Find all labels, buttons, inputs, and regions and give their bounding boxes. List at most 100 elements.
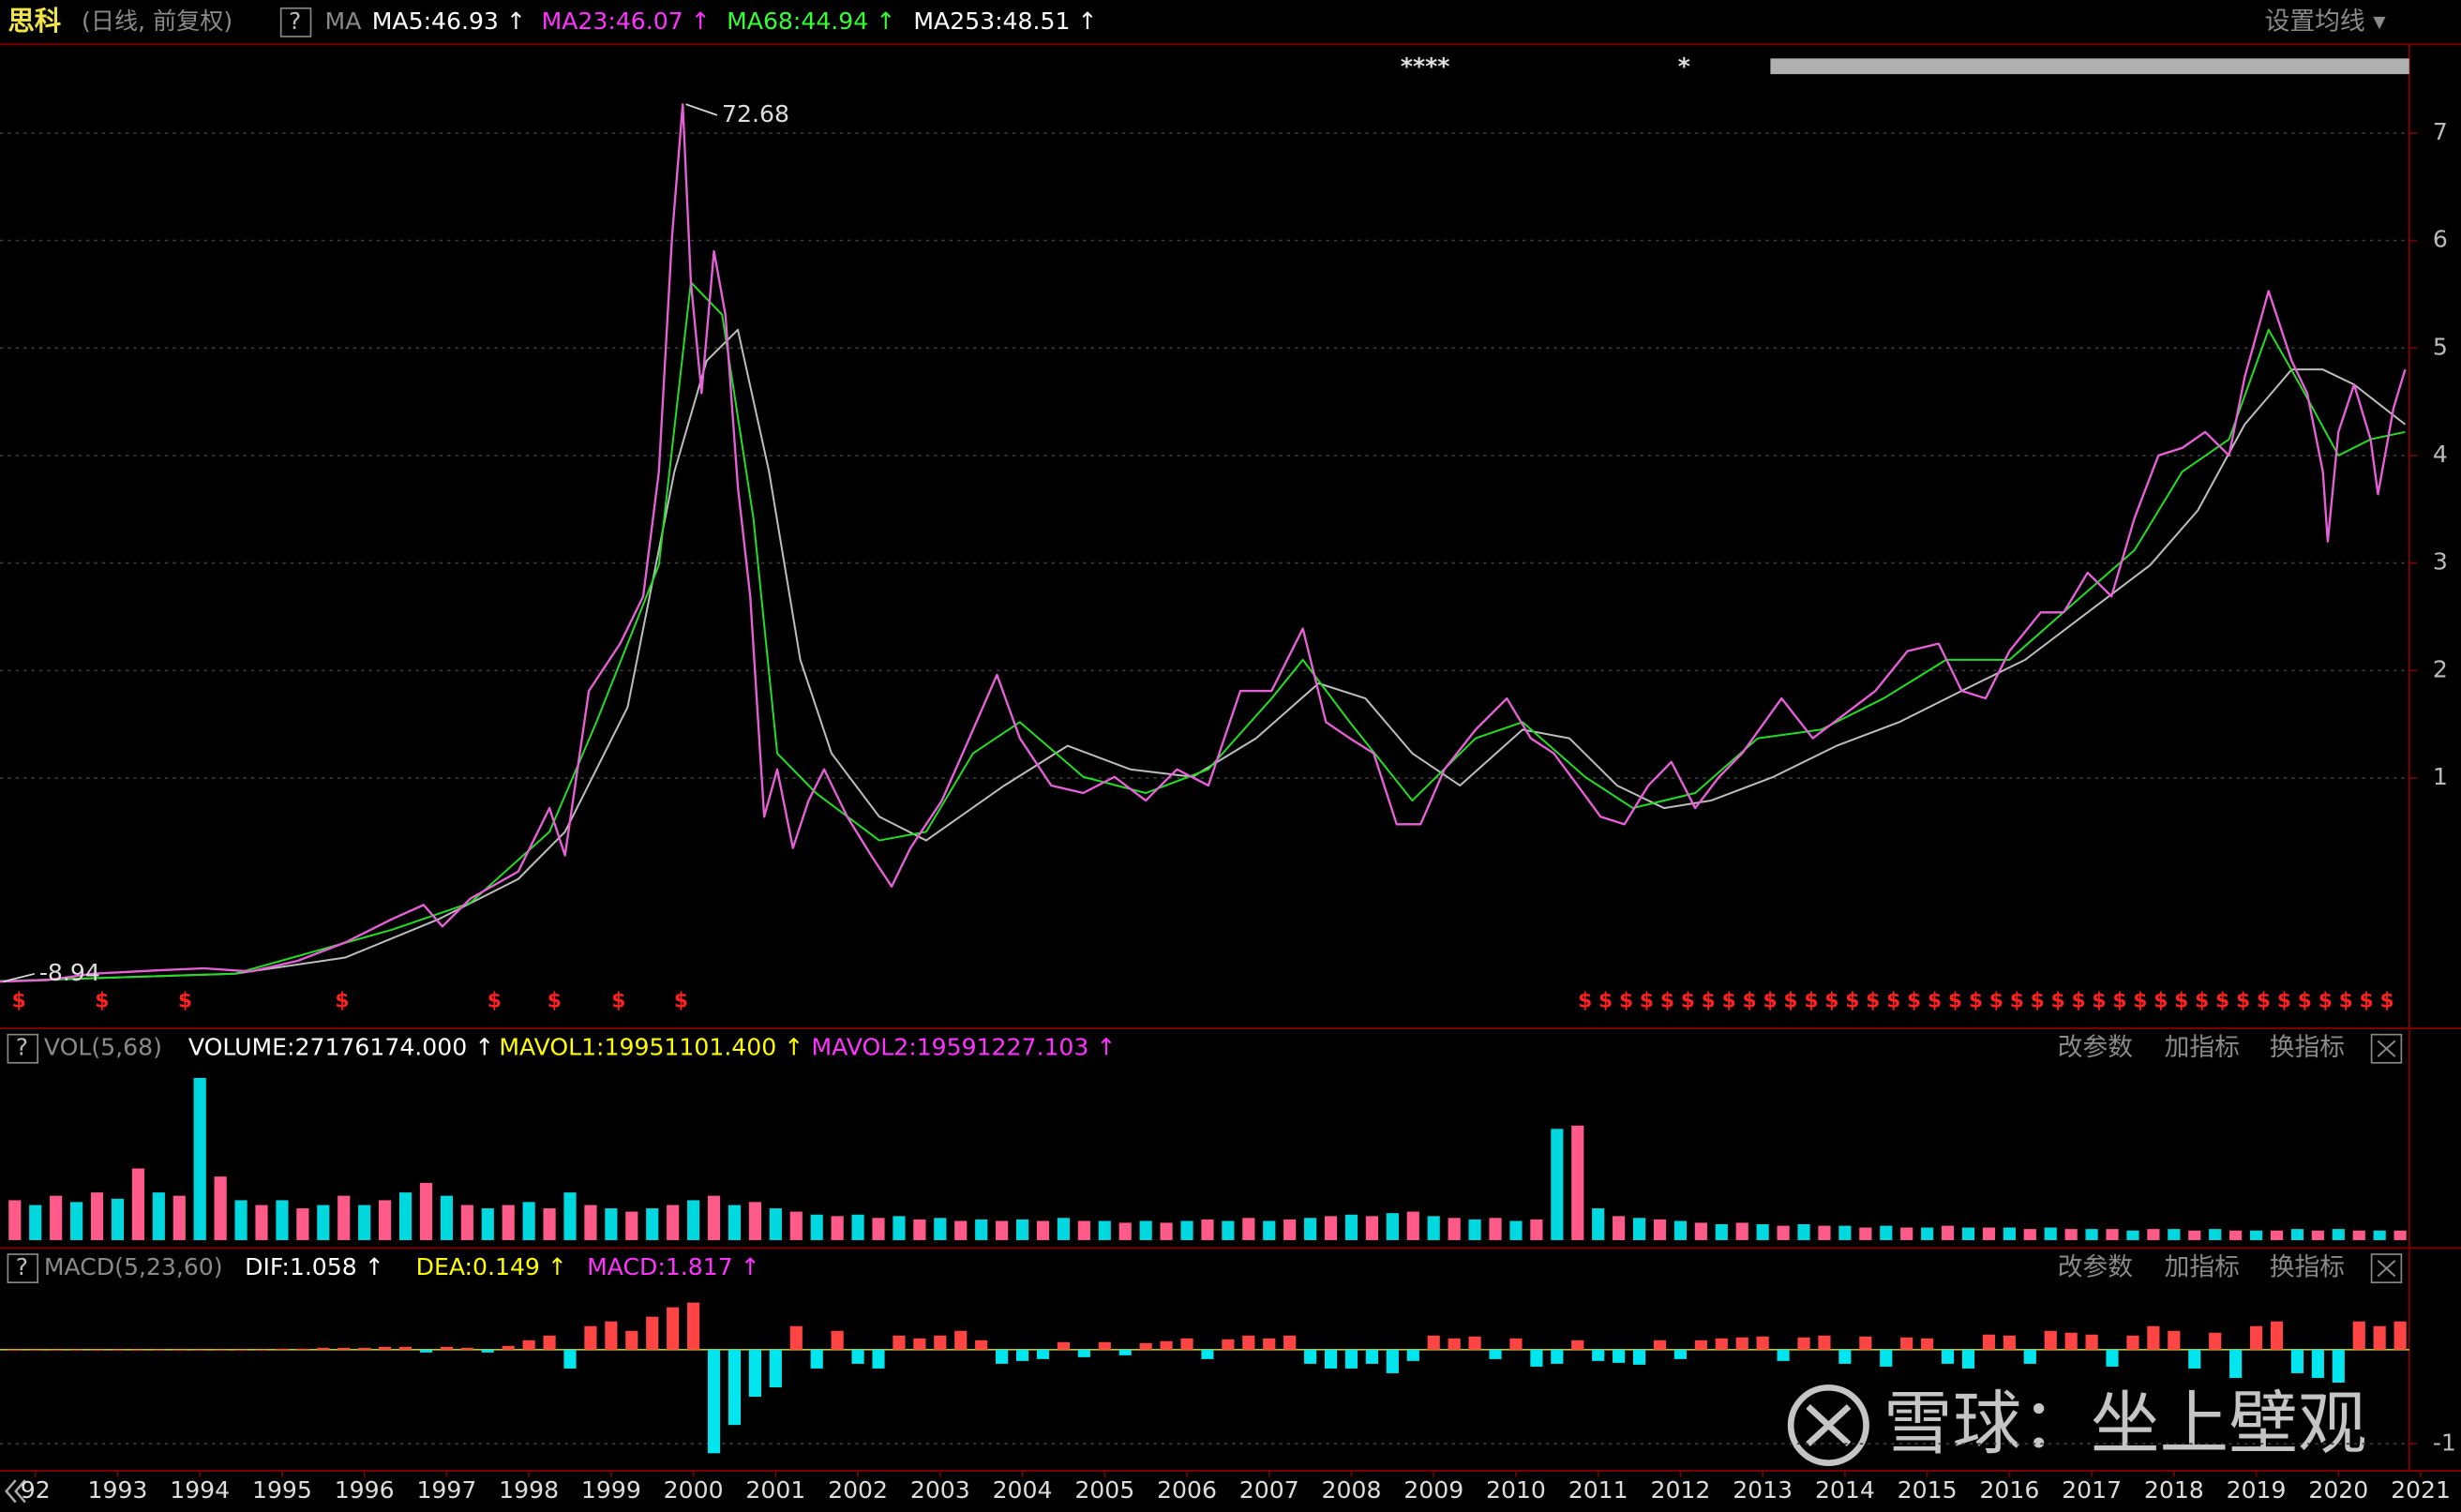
- bar: [1365, 1216, 1378, 1240]
- bar: [214, 1176, 227, 1240]
- bar: [2106, 1349, 2119, 1367]
- bar: [1098, 1341, 1111, 1350]
- dividend-marker: $: [2379, 989, 2393, 1012]
- bar: [1057, 1218, 1070, 1240]
- watermark-logo: [1787, 1384, 1869, 1467]
- dividend-marker: $: [1681, 989, 1695, 1012]
- header-button[interactable]: 加指标: [2165, 1033, 2240, 1062]
- bar: [502, 1345, 515, 1350]
- bar: [996, 1220, 1009, 1240]
- bar: [460, 1347, 473, 1350]
- header-button[interactable]: 换指标: [2270, 1033, 2345, 1062]
- bar: [338, 1347, 351, 1350]
- bar: [831, 1216, 844, 1240]
- price-line: [0, 103, 2407, 983]
- bar: [1263, 1220, 1276, 1240]
- dividend-marker: $: [548, 989, 562, 1012]
- y-tick-label: -1: [2433, 1429, 2456, 1456]
- bar: [8, 1200, 22, 1240]
- bar: [646, 1316, 659, 1350]
- bar: [1673, 1220, 1688, 1240]
- bar: [2249, 1230, 2263, 1240]
- bar: [379, 1346, 392, 1350]
- bar: [1098, 1220, 1111, 1240]
- watermark: 雪球：坐上壁观: [1883, 1385, 2367, 1464]
- close-button[interactable]: [2370, 1253, 2403, 1283]
- header-item: VOL(5,68): [44, 1034, 162, 1061]
- header-item[interactable]: ?: [16, 1034, 28, 1061]
- bar: [1509, 1338, 1523, 1350]
- y-tick-label: 5: [2433, 333, 2448, 360]
- chevron: [14, 1479, 26, 1504]
- chevron: [5, 1479, 17, 1504]
- bar: [50, 1349, 63, 1351]
- bar: [667, 1307, 680, 1350]
- dividend-marker: $: [1702, 989, 1716, 1012]
- bar: [214, 1349, 227, 1351]
- bar: [152, 1192, 165, 1240]
- bar: [131, 1349, 144, 1351]
- bar: [2085, 1334, 2098, 1350]
- header-item[interactable]: ?: [16, 1253, 28, 1280]
- close-cross: [2377, 1259, 2396, 1278]
- dividend-marker: $: [1660, 989, 1674, 1012]
- dividend-marker: $: [488, 989, 502, 1012]
- bar: [2393, 1321, 2407, 1350]
- bar: [317, 1347, 330, 1350]
- bar: [2147, 1229, 2160, 1240]
- bar: [29, 1349, 42, 1351]
- header-button[interactable]: 设置均线 ▾: [2265, 7, 2387, 36]
- header-button[interactable]: 换指标: [2270, 1253, 2345, 1282]
- bar: [1880, 1349, 1893, 1367]
- bar: [543, 1208, 556, 1240]
- bar: [1263, 1338, 1276, 1350]
- bar: [563, 1349, 577, 1369]
- dividend-marker: $: [2112, 989, 2126, 1012]
- bar: [2393, 1230, 2407, 1240]
- bar: [481, 1349, 494, 1353]
- bar: [419, 1349, 433, 1353]
- annotation-leader: [3, 973, 36, 982]
- bar: [2290, 1229, 2304, 1240]
- header-button[interactable]: 改参数: [2058, 1033, 2133, 1062]
- bar: [2352, 1321, 2365, 1350]
- bar: [29, 1205, 42, 1240]
- x-tick-label: 2018: [2144, 1476, 2204, 1504]
- bar: [2064, 1229, 2078, 1240]
- bar: [1551, 1129, 1564, 1240]
- x-tick-label: 2003: [910, 1476, 970, 1504]
- dividend-marker: $: [1969, 989, 1983, 1012]
- bar: [1406, 1349, 1419, 1361]
- dividend-marker: $: [1907, 989, 1921, 1012]
- dividend-marker: $: [1743, 989, 1757, 1012]
- bar: [1900, 1227, 1913, 1240]
- bar: [90, 1349, 104, 1351]
- header-button[interactable]: 改参数: [2058, 1253, 2133, 1282]
- scroll-left-icon[interactable]: [5, 1479, 26, 1504]
- annotation-leader: [685, 103, 718, 116]
- header-button[interactable]: 加指标: [2165, 1253, 2240, 1282]
- x-tick-label: 1994: [170, 1476, 230, 1504]
- header-item: MA23:46.07 ↑: [542, 7, 711, 35]
- bar: [1139, 1220, 1152, 1240]
- bar: [317, 1205, 330, 1240]
- bar: [2332, 1349, 2345, 1383]
- x-tick-label: 2008: [1322, 1476, 1382, 1504]
- bar: [1859, 1336, 1872, 1350]
- header-item[interactable]: ?: [289, 7, 301, 35]
- close-button[interactable]: [2370, 1033, 2403, 1064]
- header-item: MAVOL1:19951101.400 ↑: [499, 1034, 803, 1061]
- header-item: DEA:0.149 ↑: [416, 1253, 567, 1280]
- header-item: MA5:46.93 ↑: [372, 7, 526, 35]
- bar: [1324, 1349, 1338, 1369]
- bar: [913, 1219, 926, 1240]
- x-tick-label: 1995: [252, 1476, 312, 1504]
- bar: [1468, 1219, 1481, 1240]
- dividend-marker: $: [1845, 989, 1859, 1012]
- bar: [2106, 1229, 2119, 1240]
- bar: [667, 1205, 680, 1240]
- x-tick-label: 2002: [828, 1476, 888, 1504]
- bar: [1694, 1340, 1707, 1350]
- bar: [1118, 1222, 1132, 1240]
- x-tick-label: 2010: [1486, 1476, 1546, 1504]
